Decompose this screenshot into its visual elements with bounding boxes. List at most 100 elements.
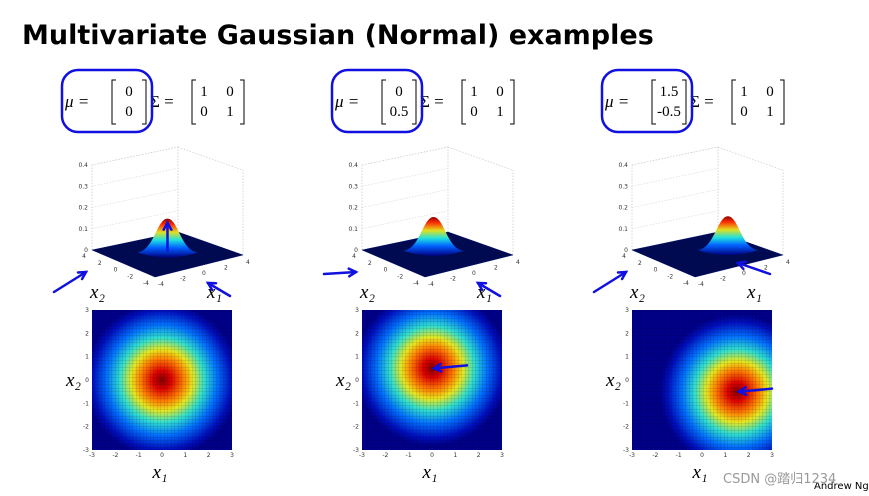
z-tick-label: 0.2: [618, 205, 628, 212]
mu-value: 1.5: [660, 84, 679, 100]
z-grid: [631, 146, 719, 166]
heatmap-y-tick-label: -3: [623, 447, 629, 454]
heatmap-x-tick-label: 0: [430, 452, 434, 459]
heatmap-y-tick-label: 1: [355, 354, 359, 361]
box-edge: [177, 146, 244, 171]
heatmap-x-tick-label: 1: [723, 452, 727, 459]
watermark: CSDN @踏归1234: [723, 472, 836, 487]
x1-tick-label: 4: [516, 259, 520, 266]
heatmap-x-tick-label: -1: [406, 452, 412, 459]
z-tick-label: 0: [624, 247, 628, 254]
mu-label: μ =: [64, 92, 89, 111]
gaussian-surface: [697, 216, 758, 256]
annotation-arrow: [322, 270, 358, 276]
x1-tick-label: -4: [428, 281, 434, 288]
heatmap-y-label: x₂: [335, 370, 351, 391]
heatmap-y-tick-label: -2: [623, 424, 629, 431]
mu-label: μ =: [334, 92, 359, 111]
x2-tick-label: -4: [143, 280, 149, 287]
heatmap-x-tick-label: 0: [700, 452, 704, 459]
annotation-arrowhead: [431, 362, 443, 373]
x1-tick-label: 0: [202, 270, 206, 277]
heatmap-y-tick-label: 1: [625, 354, 629, 361]
heatmap-x-tick-label: 3: [770, 452, 774, 459]
heatmap-x-label: x₁: [691, 462, 707, 483]
heatmap-y-tick-label: 1: [85, 354, 89, 361]
heatmap-x-tick-label: 0: [160, 452, 164, 459]
heatmap-x-tick-label: 1: [453, 452, 457, 459]
z-tick-label: 0.1: [348, 226, 358, 233]
x1-tick-label: -2: [180, 276, 186, 283]
footer: Andrew Ng: [814, 481, 869, 492]
x2-tick-label: 2: [98, 260, 102, 267]
annotation-circle: [60, 68, 154, 134]
x2-tick-label: -2: [667, 273, 673, 280]
bracket: [240, 79, 245, 125]
heatmap-y-label: x₂: [65, 370, 81, 391]
annotation-arrow: [736, 261, 772, 276]
z-grid: [631, 168, 719, 187]
x1-tick-label: -2: [450, 276, 456, 283]
heatmap-x-tick-label: -3: [629, 452, 635, 459]
heatmap-grid: [362, 310, 502, 450]
x2-tick-label: 0: [384, 267, 388, 274]
z-tick-label: 0.4: [348, 162, 358, 169]
x1-tick-label: 0: [472, 270, 476, 277]
heatmap-y-label: x₂: [605, 370, 621, 391]
z-grid: [361, 189, 449, 208]
bracket: [142, 79, 147, 125]
mu-value: -0.5: [657, 104, 681, 120]
sigma-value: 1: [496, 104, 504, 120]
bracket: [412, 79, 417, 125]
x1-axis-label: x₁: [746, 282, 762, 303]
box-edge: [447, 146, 514, 171]
heatmap-y-tick-label: 0: [625, 377, 629, 384]
annotation-arrow: [476, 281, 502, 298]
mu-value: 0: [395, 84, 403, 100]
sigma-value: 1: [766, 104, 774, 120]
bracket: [651, 79, 656, 125]
sigma-value: 0: [470, 104, 478, 120]
x2-tick-label: 0: [114, 267, 118, 274]
z-grid: [631, 210, 719, 229]
annotation-arrow: [52, 270, 88, 294]
mu-value: 0.5: [390, 104, 409, 120]
x1-tick-label: -4: [158, 281, 164, 288]
z-grid: [91, 146, 179, 166]
heatmap-y-tick-label: -3: [83, 447, 89, 454]
annotation-circle: [600, 68, 694, 134]
sigma-label: Σ =: [420, 92, 444, 111]
annotation-arrow: [737, 387, 774, 393]
x2-axis-label: x₂: [359, 282, 375, 303]
x1-tick-label: 2: [224, 265, 228, 272]
heatmap-x-tick-label: 1: [183, 452, 187, 459]
annotation-arrow: [592, 270, 628, 294]
x2-tick-label: 4: [352, 253, 356, 260]
annotation-arrowhead: [162, 220, 173, 231]
x2-tick-label: 2: [368, 260, 372, 267]
heatmap-y-tick-label: 2: [85, 330, 89, 337]
z-tick-label: 0.1: [78, 226, 88, 233]
z-grid: [91, 210, 179, 229]
heatmap-x-tick-label: -1: [136, 452, 142, 459]
z-grid: [91, 189, 179, 208]
annotation-arrowhead: [475, 281, 488, 292]
sigma-label: Σ =: [150, 92, 174, 111]
x1-tick-label: -4: [698, 281, 704, 288]
gaussian-surface: [403, 216, 464, 256]
x2-tick-label: 2: [638, 260, 642, 267]
annotation-arrowhead: [735, 260, 748, 271]
heatmap-x-tick-label: -3: [359, 452, 365, 459]
heatmap-x-label: x₁: [421, 462, 437, 483]
heatmap-y-tick-label: 3: [625, 307, 629, 314]
heatmap-x-tick-label: 3: [230, 452, 234, 459]
x2-tick-label: -2: [397, 273, 403, 280]
slide-title: Multivariate Gaussian (Normal) examples: [22, 20, 654, 51]
heatmap-y-tick-label: 2: [355, 330, 359, 337]
sigma-value: 1: [740, 84, 748, 100]
bracket: [111, 79, 116, 125]
bracket: [682, 79, 687, 125]
bracket: [731, 79, 736, 125]
sigma-value: 0: [200, 104, 208, 120]
heatmap-y-tick-label: 0: [85, 377, 89, 384]
